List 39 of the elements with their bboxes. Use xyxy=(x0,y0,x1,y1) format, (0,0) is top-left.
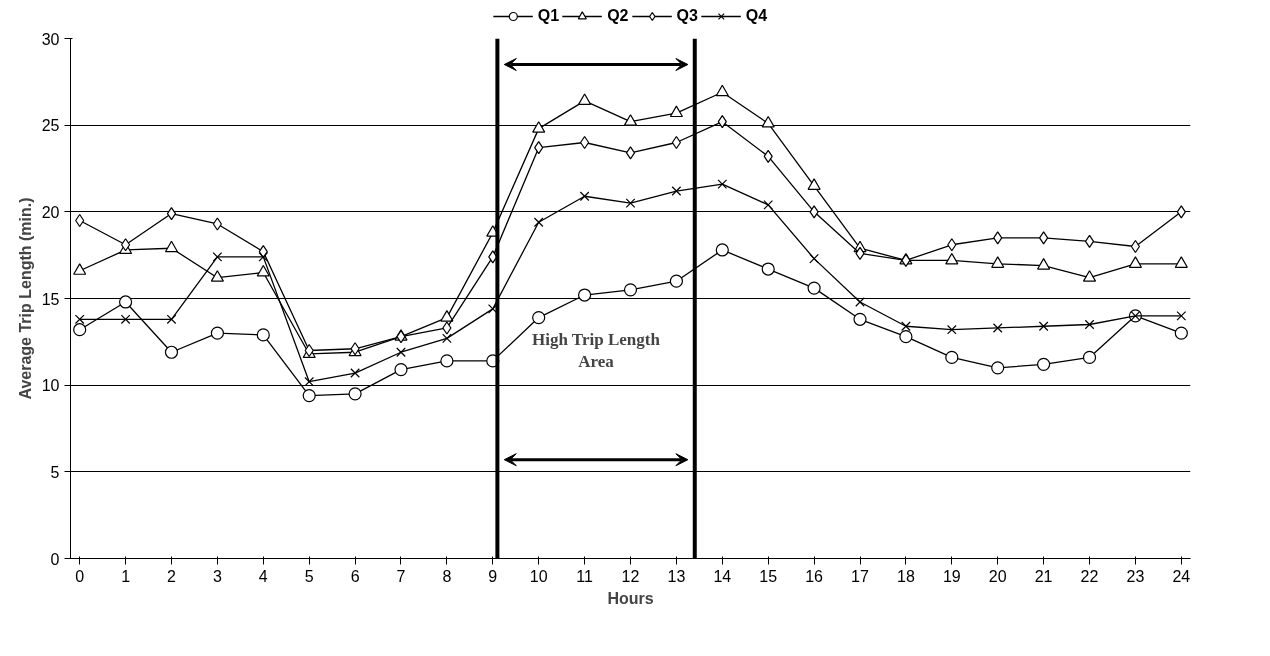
x-tick-label: 22 xyxy=(1080,567,1099,585)
y-tick-label: 5 xyxy=(50,463,60,481)
x-tick-label: 5 xyxy=(304,567,314,585)
annotation: High Trip Length Area xyxy=(532,329,661,372)
y-tick-label: 25 xyxy=(41,117,60,135)
x-tick-label: 24 xyxy=(1172,567,1191,585)
x-tick-label: 3 xyxy=(212,567,222,585)
x-tick-label: 17 xyxy=(851,567,870,585)
y-axis-title: Average Trip Length (min.) xyxy=(16,197,34,400)
x-tick-label: 23 xyxy=(1126,567,1145,585)
y-tick-label: 30 xyxy=(41,30,60,48)
x-tick-label: 2 xyxy=(167,567,177,585)
x-tick-label: 12 xyxy=(621,567,640,585)
x-tick-label: 0 xyxy=(75,567,85,585)
legend-label: Q4 xyxy=(745,7,768,25)
x-axis-title: Hours xyxy=(607,589,654,607)
x-tick-label: 7 xyxy=(396,567,406,585)
y-tick-label: 10 xyxy=(41,377,60,395)
x-tick-label: 1 xyxy=(121,567,131,585)
x-tick-label: 6 xyxy=(350,567,360,585)
y-tick-label: 20 xyxy=(41,203,60,221)
x-tick-label: 15 xyxy=(759,567,778,585)
x-tick-label: 16 xyxy=(805,567,824,585)
y-tick-label: 0 xyxy=(50,550,60,568)
x-tick-label: 18 xyxy=(897,567,915,585)
x-tick-label: 4 xyxy=(258,567,268,585)
y-tick-label: 15 xyxy=(41,290,60,308)
x-tick-label: 20 xyxy=(988,567,1007,585)
legend-label: Q1 xyxy=(537,7,560,25)
x-tick-label: 11 xyxy=(576,567,593,585)
legend-label: Q3 xyxy=(676,7,698,25)
legend-label: Q2 xyxy=(607,7,629,25)
x-tick-label: 8 xyxy=(442,567,452,585)
x-tick-label: 9 xyxy=(488,567,498,585)
x-tick-label: 21 xyxy=(1034,567,1053,585)
x-tick-label: 13 xyxy=(667,567,686,585)
x-tick-label: 19 xyxy=(942,567,961,585)
x-tick-label: 14 xyxy=(713,567,732,585)
x-tick-label: 10 xyxy=(529,567,548,585)
